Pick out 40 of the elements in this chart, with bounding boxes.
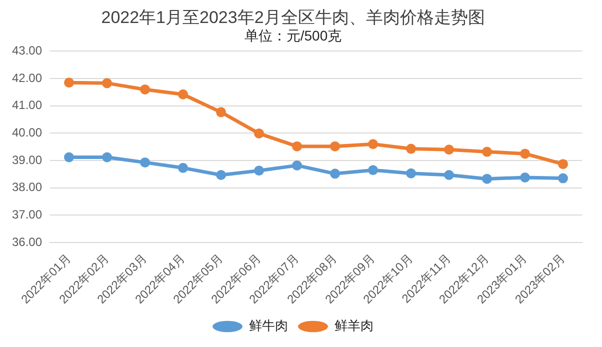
point — [140, 157, 150, 168]
point — [520, 172, 530, 182]
point — [64, 152, 74, 162]
y-tick-label: 43.00 — [12, 44, 42, 58]
point — [406, 168, 416, 178]
point — [292, 141, 302, 152]
point — [292, 160, 302, 170]
point — [64, 78, 74, 88]
point — [140, 84, 150, 94]
point — [444, 170, 454, 180]
legend-label: 鲜羊肉 — [334, 318, 374, 334]
y-tick-label: 42.00 — [12, 70, 42, 85]
point — [406, 144, 416, 154]
y-tick-label: 39.00 — [12, 152, 42, 167]
point — [102, 78, 112, 88]
point — [558, 173, 568, 184]
point — [216, 170, 226, 180]
y-tick-label: 36.00 — [12, 234, 42, 249]
y-tick-label: 37.00 — [12, 208, 42, 222]
point — [102, 152, 112, 162]
y-tick-label: 38.00 — [12, 180, 42, 194]
point — [520, 148, 530, 159]
point — [254, 166, 264, 176]
point — [330, 141, 340, 152]
point — [368, 165, 378, 176]
point — [178, 89, 188, 100]
point — [482, 146, 492, 157]
chart-title: 2022年1月至2023年2月全区牛肉、羊肉价格走势图 — [101, 8, 485, 27]
point — [254, 128, 264, 138]
point — [330, 168, 340, 179]
y-tick-label: 41.00 — [12, 98, 42, 112]
point — [558, 159, 568, 170]
point — [178, 162, 188, 173]
y-tick-label: 40.00 — [12, 126, 42, 140]
point — [368, 139, 378, 150]
point — [482, 174, 492, 184]
legend-label: 鲜牛肉 — [249, 318, 288, 334]
point — [216, 107, 226, 118]
point — [444, 144, 454, 155]
chart-subtitle: 单位：元/500克 — [244, 28, 342, 44]
